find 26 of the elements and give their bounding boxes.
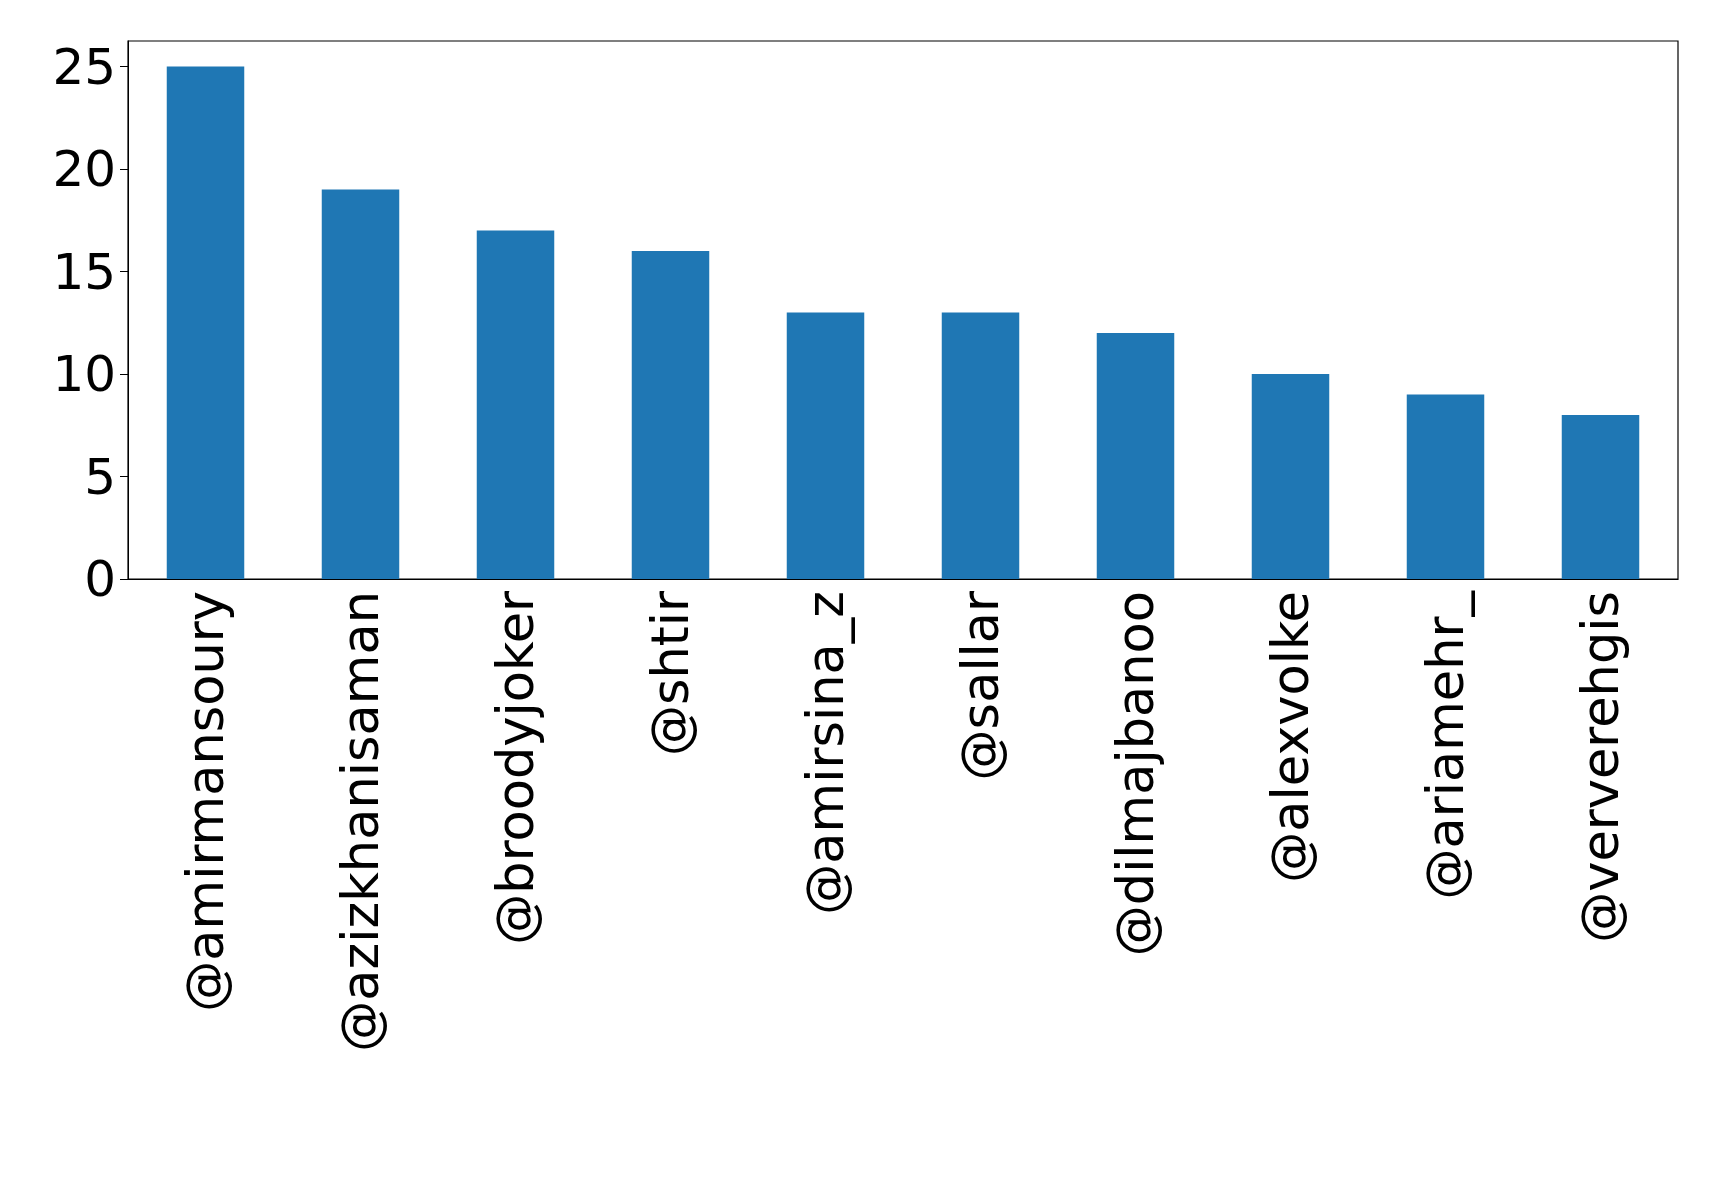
bar bbox=[1251, 374, 1330, 579]
y-tick-label: 0 bbox=[84, 550, 116, 608]
bar bbox=[321, 189, 400, 579]
bar bbox=[941, 312, 1020, 579]
x-tick-label: @amirsina_z bbox=[796, 591, 855, 915]
x-tick-label: @azizkhanisaman bbox=[331, 591, 390, 1052]
y-tick-label: 10 bbox=[52, 345, 116, 404]
x-tick-label: @ververehgis bbox=[1571, 591, 1630, 943]
bar bbox=[476, 230, 555, 579]
bar bbox=[786, 312, 865, 579]
x-tick-label: @sallar bbox=[951, 590, 1010, 781]
x-tick-label: @alexvolke bbox=[1261, 591, 1320, 883]
x-tick-label: @amirmansoury bbox=[176, 591, 235, 1012]
bar bbox=[1096, 333, 1175, 579]
bar bbox=[631, 251, 710, 579]
y-tick-label: 20 bbox=[52, 140, 116, 199]
y-tick-label: 5 bbox=[84, 447, 116, 506]
y-tick-label: 15 bbox=[52, 242, 116, 301]
bar bbox=[1406, 394, 1485, 579]
x-tick-label: @ariamehr_ bbox=[1416, 590, 1475, 900]
x-tick-label: @dilmajbanoo bbox=[1106, 591, 1165, 957]
x-tick-label: @shtir bbox=[641, 590, 700, 757]
y-tick-label: 25 bbox=[52, 37, 116, 96]
bar bbox=[1561, 415, 1640, 579]
x-tick-label: @broodyjoker bbox=[486, 590, 545, 945]
bar bbox=[166, 66, 245, 579]
